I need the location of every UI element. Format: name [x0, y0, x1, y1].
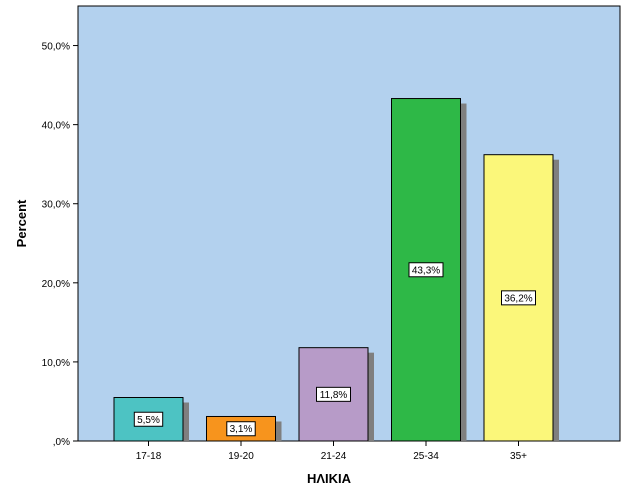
x-tick-label: 19-20 — [228, 451, 254, 462]
y-tick-label: 10,0% — [42, 358, 70, 369]
x-tick-label: 17-18 — [136, 451, 162, 462]
x-tick-label: 21-24 — [321, 451, 347, 462]
data-label: 36,2% — [504, 293, 532, 304]
x-axis-title: ΗΛΙΚΙΑ — [307, 471, 352, 486]
x-tick-label: 25-34 — [413, 451, 439, 462]
bars-group: 5,5% 3,1% 11,8% 43,3% 36,2% — [113, 98, 559, 442]
x-axis: 17-18 19-20 21-24 25-34 35+ — [136, 441, 527, 462]
data-label: 11,8% — [320, 390, 348, 401]
y-tick-label: 20,0% — [42, 279, 70, 290]
y-axis-title: Percent — [14, 199, 29, 247]
y-tick-label: 50,0% — [42, 42, 70, 53]
x-tick-label: 35+ — [510, 451, 527, 462]
data-label-box — [501, 290, 536, 306]
data-label: 3,1% — [230, 424, 253, 435]
y-tick-label: ,0% — [53, 437, 70, 448]
data-label-box — [316, 386, 351, 402]
y-tick-label: 40,0% — [42, 121, 70, 132]
y-tick-label: 30,0% — [42, 200, 70, 211]
data-label-box — [408, 262, 444, 278]
data-label-box — [226, 421, 256, 437]
y-axis: ,0% 10,0% 20,0% 30,0% 40,0% 50,0% — [42, 42, 78, 448]
data-label-box — [133, 411, 164, 427]
data-label: 5,5% — [137, 415, 160, 426]
data-label: 43,3% — [412, 265, 440, 276]
